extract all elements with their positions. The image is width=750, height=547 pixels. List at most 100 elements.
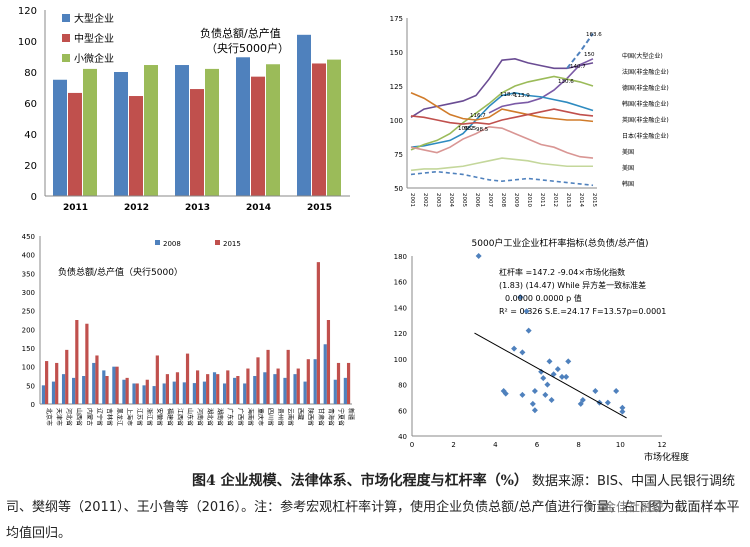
y-tick-label: 50 (26, 382, 35, 390)
x-tick-label: 12 (658, 441, 667, 449)
y-tick-label: 120 (394, 330, 407, 338)
x-tick-label: 河南省 (196, 408, 204, 426)
bar-2015 (155, 355, 159, 404)
x-tick-label: 西藏 (297, 408, 305, 420)
data-point (604, 399, 611, 406)
y-tick-label: 75 (394, 151, 403, 159)
legend-label: 2008 (163, 240, 181, 248)
y-tick-label: 300 (22, 289, 35, 297)
series-line (410, 157, 593, 172)
bar (190, 89, 204, 196)
x-tick-label: 江苏省 (136, 408, 144, 426)
x-tick-label: 广西省 (236, 408, 244, 426)
x-tick-label: 云南省 (287, 408, 295, 426)
y-tick-label: 140 (394, 304, 407, 312)
bar-2015 (175, 372, 180, 404)
chart-subtitle: （央行5000户） (206, 41, 289, 55)
x-tick-label: 江西省 (176, 408, 184, 426)
bar-2008 (293, 374, 297, 404)
data-label: 130.6 (558, 79, 574, 85)
bar-2008 (202, 381, 207, 404)
chart-title: 负债总额/总产值（央行5000） (58, 266, 183, 278)
x-tick-label: 2006 (474, 193, 480, 207)
y-tick-label: 180 (394, 253, 407, 261)
y-tick-label: 150 (22, 345, 35, 353)
bar-2008 (253, 376, 257, 404)
data-point (519, 391, 526, 398)
bar-2015 (266, 349, 270, 404)
data-point (613, 388, 620, 394)
figure-caption: 图4 企业规模、法律体系、市场化程度与杠杆率（%） 数据来源：BIS、中国人民银… (6, 468, 746, 547)
legend-label: 德国(非金融企业) (622, 84, 669, 92)
bar-2008 (41, 385, 46, 404)
bar-2015 (286, 349, 290, 404)
x-tick-label: 吉林省 (105, 408, 113, 426)
x-tick-label: 10 (616, 441, 625, 449)
data-point (511, 345, 518, 352)
figure-label: 图4 企业规模、法律体系、市场化程度与杠杆率（%） (192, 473, 528, 489)
x-tick-label: 0 (410, 441, 414, 449)
y-tick-label: 175 (390, 15, 403, 23)
regression-annotation: (1.83) (14.47) While 异方差一致标准差 (499, 280, 646, 290)
x-tick-label: 8 (576, 441, 580, 449)
bar (327, 59, 341, 196)
data-point (517, 294, 524, 301)
bar-2008 (182, 382, 186, 404)
bar (83, 68, 97, 196)
x-tick-label: 天津市 (55, 408, 63, 426)
data-point (540, 375, 547, 382)
bar-2008 (102, 370, 106, 404)
x-tick-label: 广东省 (226, 408, 234, 426)
x-tick-label: 4 (493, 441, 498, 449)
y-tick-label: 80 (398, 382, 407, 390)
data-point (475, 253, 482, 259)
x-tick-label: 2 (451, 441, 455, 449)
bar-2015 (125, 377, 129, 404)
bar-2015 (246, 368, 250, 404)
data-point (531, 388, 538, 394)
y-tick-label: 100 (18, 37, 37, 48)
legend-label: 法国(非金融企业) (622, 68, 669, 76)
data-point (519, 349, 526, 356)
data-point (554, 366, 561, 373)
x-axis-label: 市场化程度 (644, 451, 689, 463)
y-tick-label: 100 (22, 364, 35, 372)
bar-2015 (276, 368, 280, 404)
data-point (502, 390, 509, 397)
bar-2015 (105, 376, 109, 404)
x-tick-label: 2012 (124, 203, 149, 213)
x-tick-label: 2005 (461, 193, 467, 207)
y-tick-label: 150 (390, 49, 403, 57)
bar-2008 (233, 377, 237, 404)
bar-2015 (196, 370, 200, 404)
bar-2008 (132, 383, 136, 404)
bar-2015 (185, 353, 190, 404)
y-tick-label: 125 (390, 83, 403, 91)
y-tick-label: 200 (22, 326, 35, 334)
series-line (410, 75, 594, 151)
x-tick-label: 山西省 (75, 408, 83, 426)
bar-2008 (142, 385, 146, 404)
bar-2008 (212, 372, 217, 404)
series-line (410, 125, 594, 159)
data-point (546, 358, 553, 365)
bar-2015 (45, 361, 49, 404)
legend-label: 美国 (622, 148, 634, 156)
bar-2015 (236, 376, 240, 404)
bar-2008 (92, 362, 96, 404)
data-point (619, 408, 626, 415)
y-tick-label: 250 (22, 308, 35, 316)
data-label: 140.7 (570, 64, 586, 70)
x-tick-label: 2002 (422, 193, 428, 207)
legend-label: 中国(大型企业) (622, 52, 663, 60)
watermark: 金佳社融说 (604, 500, 665, 514)
bar-2008 (192, 383, 196, 404)
bar-2008 (122, 379, 126, 404)
bar-2008 (263, 372, 267, 404)
series-line (410, 92, 594, 123)
x-tick-label: 2004 (448, 193, 454, 207)
x-tick-label: 2008 (500, 193, 506, 207)
legend-swatch (215, 240, 220, 245)
bar-2008 (72, 377, 76, 404)
x-tick-label: 2013 (565, 193, 571, 207)
